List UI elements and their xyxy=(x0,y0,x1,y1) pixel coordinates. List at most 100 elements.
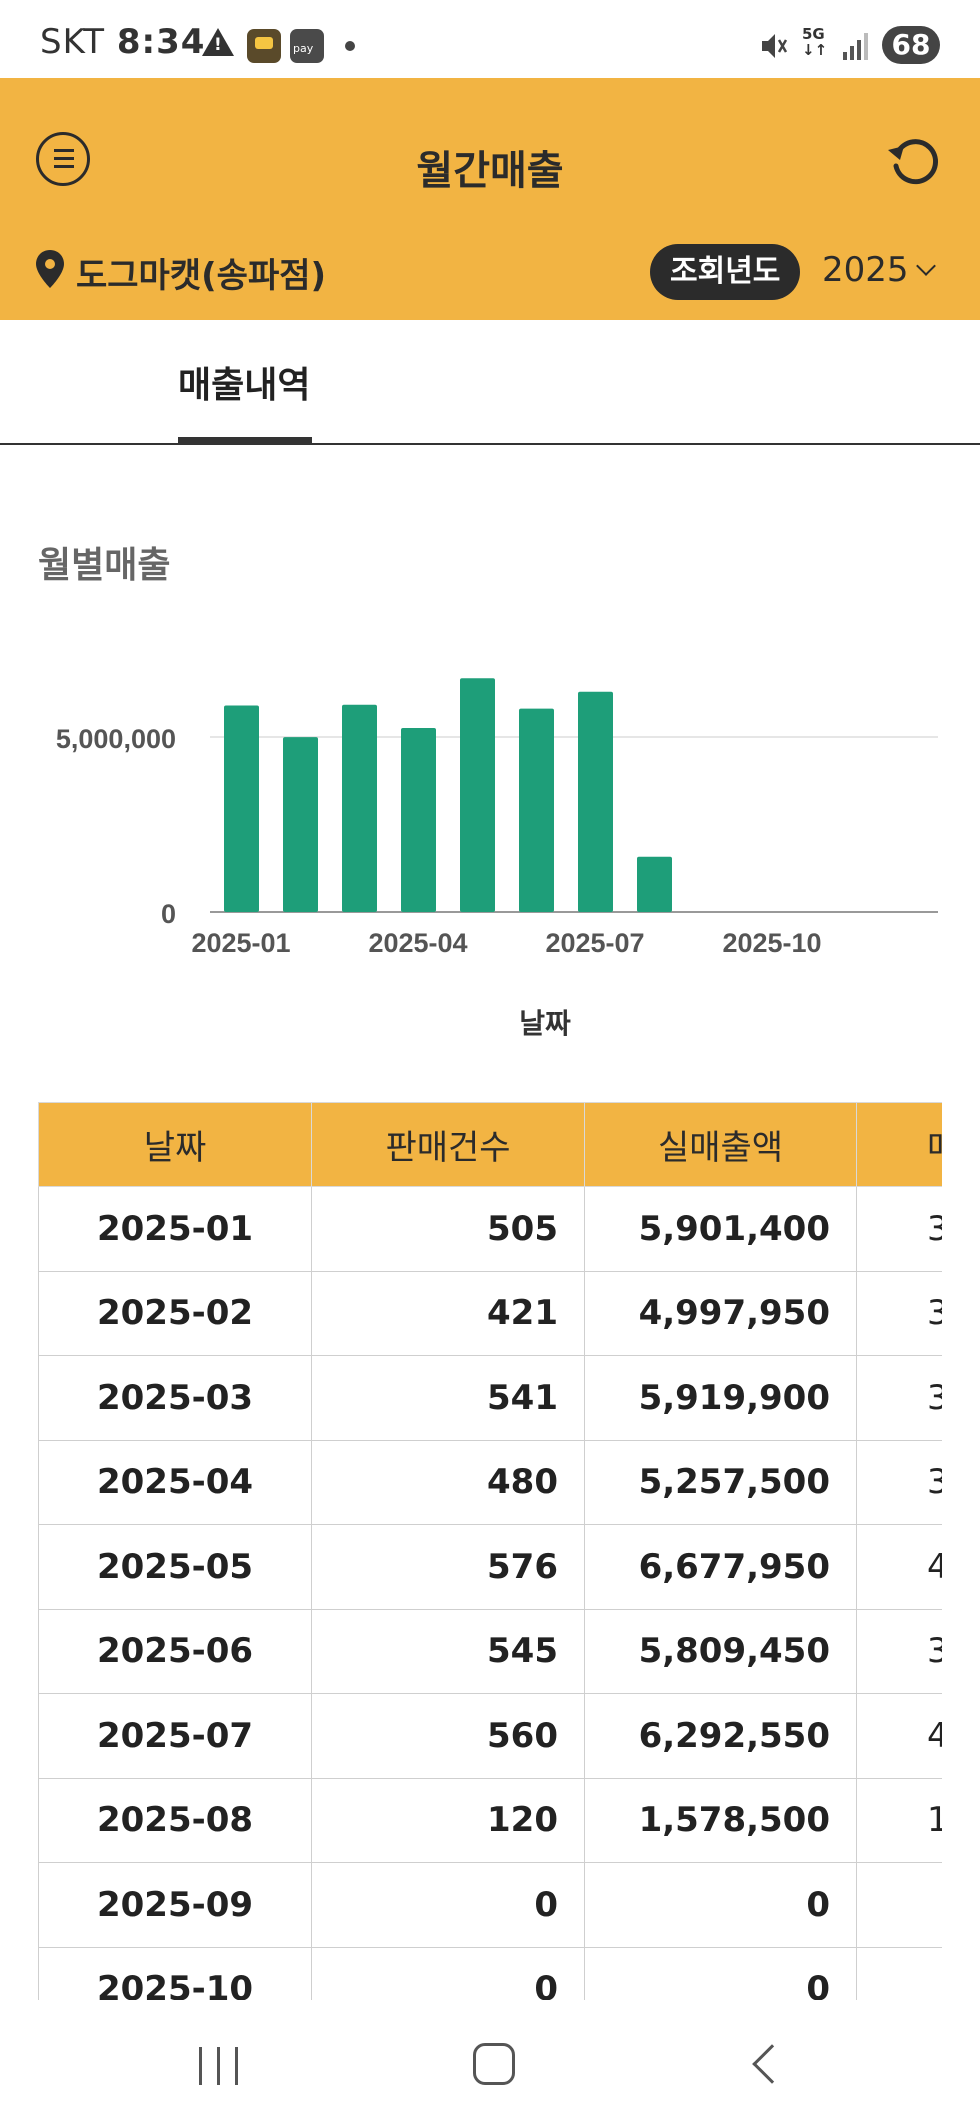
recent-apps-icon[interactable] xyxy=(199,2047,243,2085)
status-bar: SKT 8:34 5G↓↑ 68 xyxy=(0,0,980,78)
cell-sales-count: 560 xyxy=(311,1693,585,1779)
cell-sales-count: 541 xyxy=(311,1355,585,1441)
clock: 8:34 xyxy=(116,22,206,62)
pay-notification-icon xyxy=(290,29,324,63)
chart-x-axis-label: 날짜 xyxy=(519,1007,571,1040)
cell-partial xyxy=(856,1862,942,1948)
cell-date: 2025-03 xyxy=(38,1355,312,1441)
app-header: 월간매출 도그마캣(송파점) 조회년도 2025 xyxy=(0,78,980,320)
year-dropdown[interactable]: 2025 xyxy=(822,250,936,290)
cell-partial: 3 xyxy=(856,1355,942,1441)
cell-date: 2025-04 xyxy=(38,1439,312,1525)
cell-date: 2025-01 xyxy=(38,1186,312,1272)
table-row[interactable]: 2025-06 545 5,809,450 3 xyxy=(38,1608,942,1694)
bar-2025-06 xyxy=(519,708,554,912)
active-tab-indicator xyxy=(178,437,312,443)
x-tick-label: 2025-07 xyxy=(545,928,644,958)
cell-sales-count: 120 xyxy=(311,1777,585,1863)
x-tick-label: 2025-01 xyxy=(191,928,290,958)
sales-table: 날짜 판매건수 실매출액 매 2025-015055,901,40032025-… xyxy=(38,1102,942,2002)
column-header-net-sales[interactable]: 실매출액 xyxy=(584,1102,857,1187)
table-row[interactable]: 2025-02 421 4,997,950 3 xyxy=(38,1270,942,1356)
table-row[interactable]: 2025-01 505 5,901,400 3 xyxy=(38,1186,942,1272)
network-type-label: 5G xyxy=(802,25,825,43)
year-filter-badge: 조회년도 xyxy=(650,244,801,300)
signal-icon xyxy=(843,32,871,60)
store-name: 도그마캣(송파점) xyxy=(76,256,327,296)
cell-sales-count: 0 xyxy=(311,1946,585,2002)
system-nav-bar xyxy=(0,2000,980,2123)
page-title: 월간매출 xyxy=(416,148,564,194)
tab-bar: 매출내역 xyxy=(0,320,980,445)
cell-partial: 3 xyxy=(856,1439,942,1525)
bar-2025-08 xyxy=(637,856,672,912)
cell-partial: 4 xyxy=(856,1693,942,1779)
x-tick-label: 2025-10 xyxy=(722,928,821,958)
table-row[interactable]: 2025-08 120 1,578,500 1 xyxy=(38,1777,942,1863)
y-tick-label: 5,000,000 xyxy=(56,724,176,754)
cell-date: 2025-07 xyxy=(38,1693,312,1779)
year-value: 2025 xyxy=(822,250,909,290)
carrier-label: SKT xyxy=(40,22,106,62)
hamburger-circle-icon[interactable] xyxy=(36,132,90,186)
home-icon[interactable] xyxy=(473,2043,515,2085)
cell-net-sales: 5,919,900 xyxy=(584,1355,857,1441)
warning-icon xyxy=(202,28,234,56)
cell-partial: 1 xyxy=(856,1777,942,1863)
table-row[interactable]: 2025-09 0 0 xyxy=(38,1862,942,1948)
cell-net-sales: 0 xyxy=(584,1862,857,1948)
cell-date: 2025-09 xyxy=(38,1862,312,1948)
cell-net-sales: 4,997,950 xyxy=(584,1270,857,1356)
chart-title: 월별매출 xyxy=(38,545,171,586)
cell-net-sales: 5,901,400 xyxy=(584,1186,857,1272)
network-type: 5G ↓↑ xyxy=(802,25,828,59)
bar-2025-02 xyxy=(283,737,318,912)
column-header-partial[interactable]: 매 xyxy=(856,1102,942,1187)
bar-2025-01 xyxy=(224,705,259,912)
cell-date: 2025-02 xyxy=(38,1270,312,1356)
mute-icon xyxy=(762,34,788,58)
cell-net-sales: 5,809,450 xyxy=(584,1608,857,1694)
bar-2025-03 xyxy=(342,704,377,912)
column-header-date[interactable]: 날짜 xyxy=(38,1102,312,1187)
status-carrier-time: SKT 8:34 xyxy=(40,22,205,62)
cell-partial: 3 xyxy=(856,1270,942,1356)
app-notification-icon xyxy=(247,29,281,63)
battery-indicator: 68 xyxy=(882,26,940,64)
column-header-sales-count[interactable]: 판매건수 xyxy=(311,1102,585,1187)
cell-net-sales: 0 xyxy=(584,1946,857,2002)
table-row[interactable]: 2025-05 576 6,677,950 4 xyxy=(38,1524,942,1610)
table-row[interactable]: 2025-04 480 5,257,500 3 xyxy=(38,1439,942,1525)
more-notifications-dot-icon xyxy=(345,41,355,51)
cell-sales-count: 421 xyxy=(311,1270,585,1356)
cell-date: 2025-06 xyxy=(38,1608,312,1694)
cell-sales-count: 0 xyxy=(311,1862,585,1948)
cell-date: 2025-05 xyxy=(38,1524,312,1610)
cell-sales-count: 505 xyxy=(311,1186,585,1272)
cell-sales-count: 545 xyxy=(311,1608,585,1694)
cell-partial: 4 xyxy=(856,1524,942,1610)
cell-net-sales: 5,257,500 xyxy=(584,1439,857,1525)
y-tick-label: 0 xyxy=(161,899,176,929)
tab-sales-history[interactable]: 매출내역 xyxy=(178,365,311,406)
x-tick-label: 2025-04 xyxy=(368,928,467,958)
cell-date: 2025-08 xyxy=(38,1777,312,1863)
bar-2025-07 xyxy=(578,691,613,912)
cell-partial: 3 xyxy=(856,1608,942,1694)
sales-table-container[interactable]: 날짜 판매건수 실매출액 매 2025-015055,901,40032025-… xyxy=(38,1102,942,2002)
chevron-down-icon xyxy=(915,256,936,276)
cell-sales-count: 576 xyxy=(311,1524,585,1610)
table-row[interactable]: 2025-10 0 0 xyxy=(38,1946,942,2002)
back-icon[interactable] xyxy=(752,2044,792,2084)
table-header-row: 날짜 판매건수 실매출액 매 xyxy=(38,1102,942,1187)
cell-partial: 3 xyxy=(856,1186,942,1272)
monthly-sales-chart: 0 5,000,000 2025-01 2025-04 2025-07 2025-10 xyxy=(56,678,938,958)
table-row[interactable]: 2025-07 560 6,292,550 4 xyxy=(38,1693,942,1779)
bar-2025-04 xyxy=(401,727,436,912)
cell-net-sales: 6,292,550 xyxy=(584,1693,857,1779)
refresh-icon[interactable] xyxy=(884,130,944,190)
bar-2025-05 xyxy=(460,678,495,912)
cell-net-sales: 6,677,950 xyxy=(584,1524,857,1610)
table-row[interactable]: 2025-03 541 5,919,900 3 xyxy=(38,1355,942,1441)
cell-partial xyxy=(856,1946,942,2002)
